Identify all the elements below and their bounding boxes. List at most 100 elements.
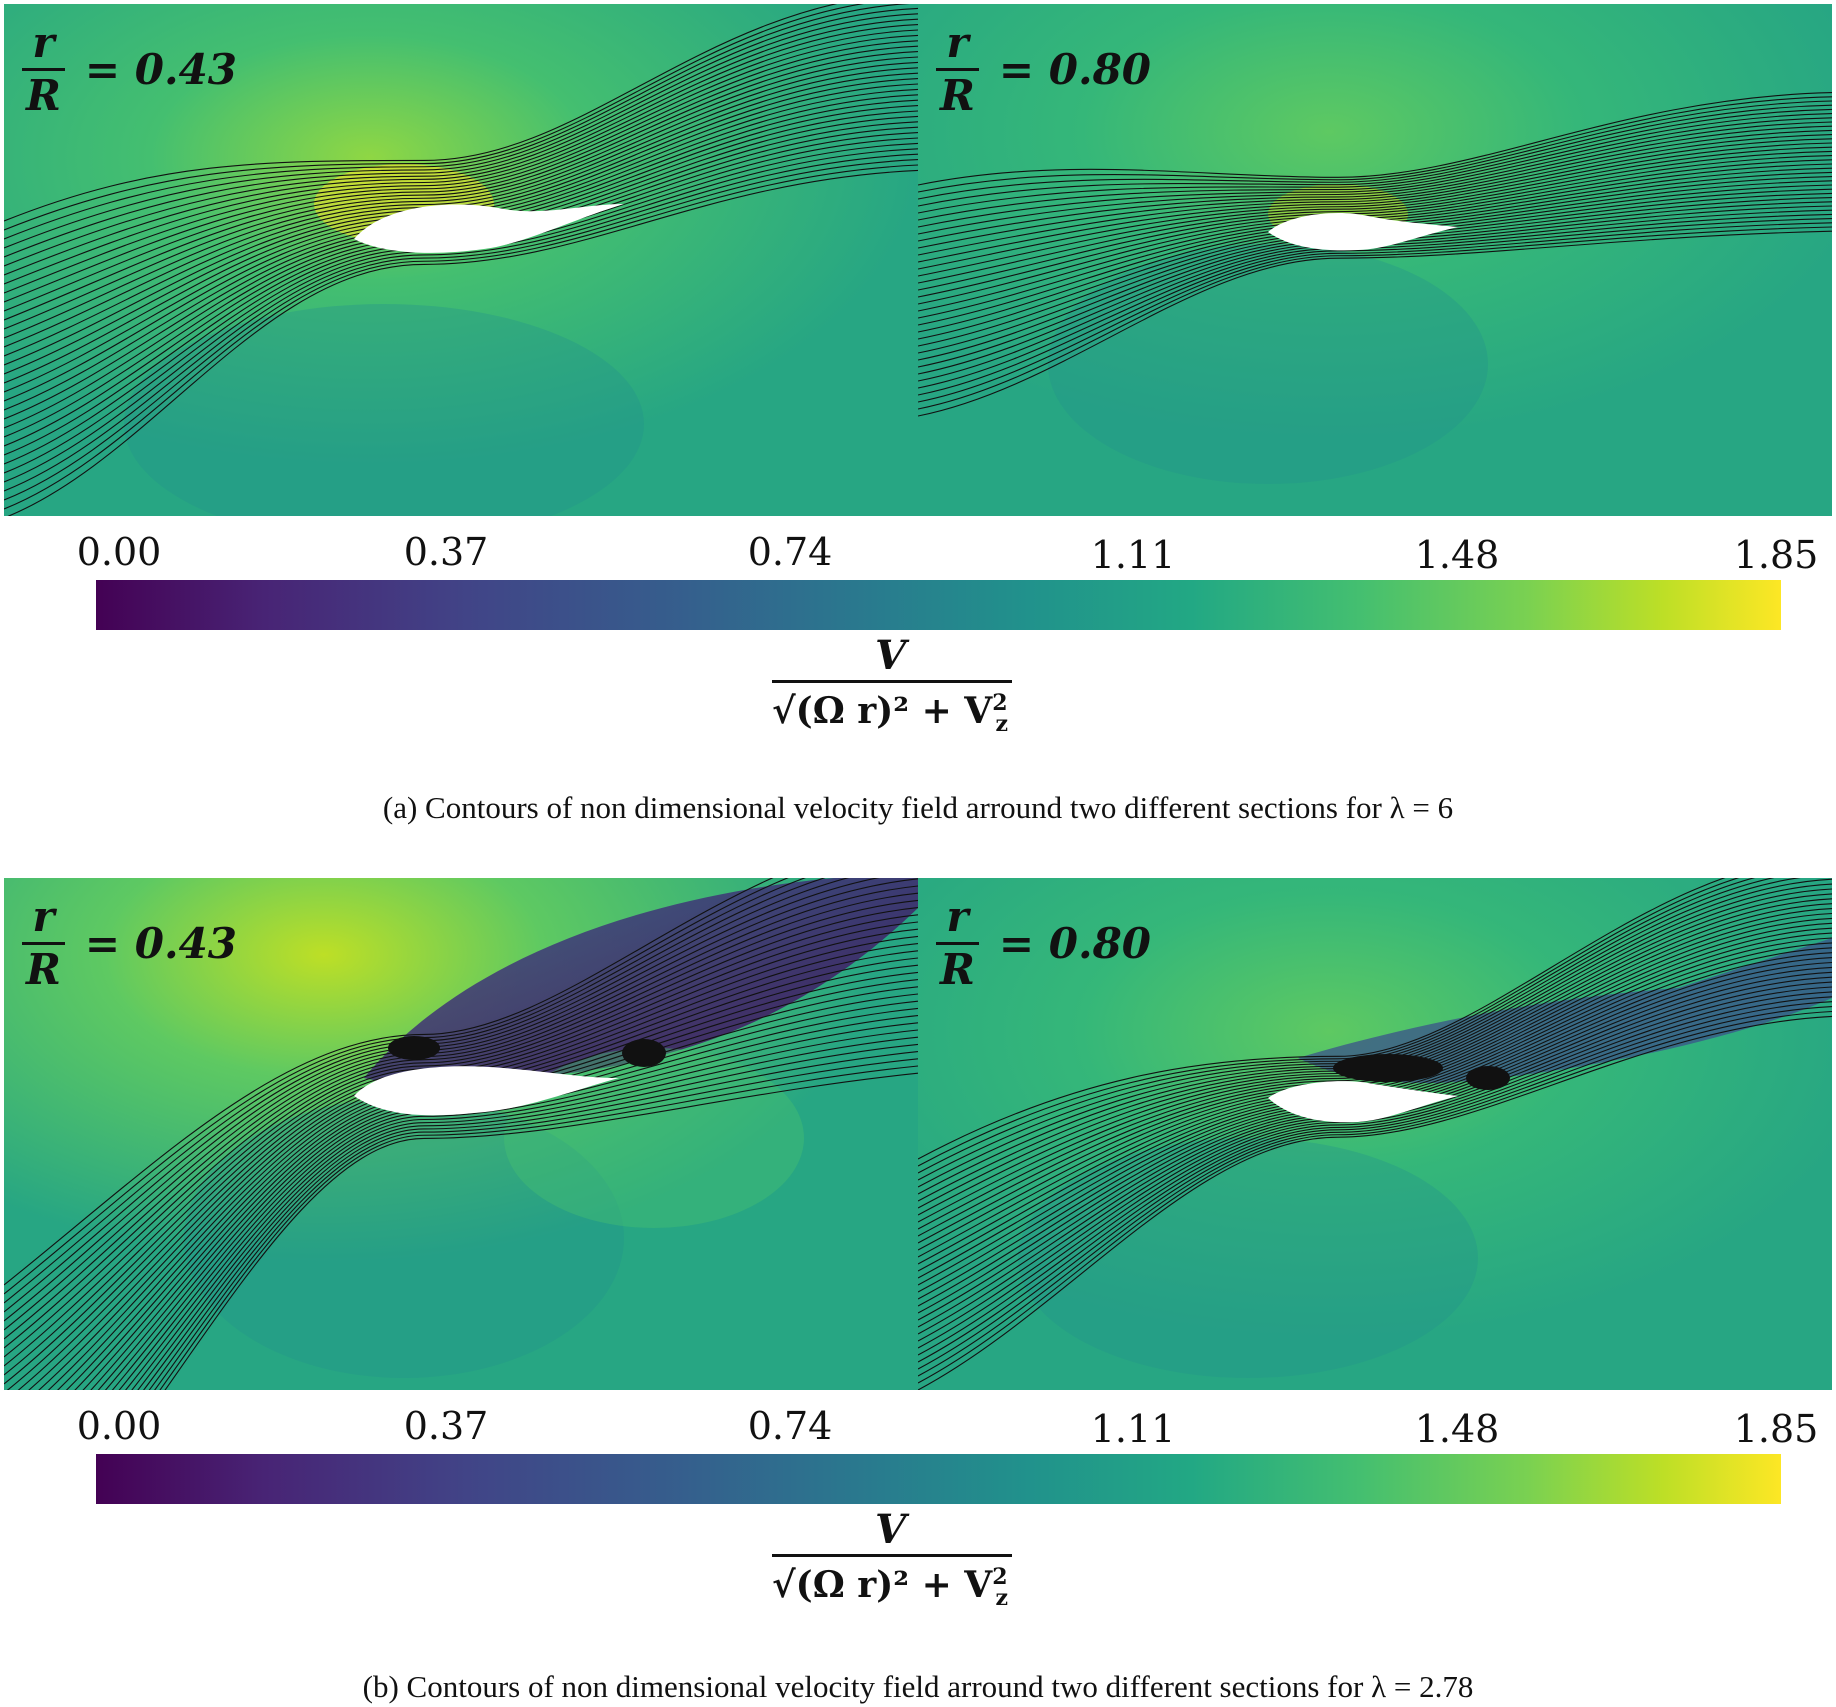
streamline bbox=[4, 45, 918, 312]
streamline bbox=[918, 117, 1832, 228]
streamline bbox=[918, 138, 1832, 263]
label-numerator: r bbox=[32, 892, 55, 941]
colorbar-tick: 0.37 bbox=[403, 530, 489, 574]
colorbar-tick: 0.00 bbox=[76, 530, 162, 574]
subscript: z bbox=[995, 711, 1009, 738]
label-numerator: r bbox=[946, 18, 969, 67]
panel-right: r R = 0.80 bbox=[918, 878, 1832, 1390]
label-denominator: R bbox=[22, 942, 65, 991]
fraction-rule bbox=[772, 1554, 1012, 1557]
streamline bbox=[4, 40, 918, 303]
streamline bbox=[4, 7, 918, 249]
streamline bbox=[4, 56, 918, 330]
colorbar-tick: 0.74 bbox=[747, 1404, 833, 1448]
streamline bbox=[918, 150, 1832, 284]
streamline bbox=[4, 4, 838, 222]
streamline bbox=[4, 18, 918, 267]
streamline bbox=[159, 1065, 918, 1390]
colorbar-tick: 1.85 bbox=[1733, 1407, 1819, 1451]
label-numerator: r bbox=[946, 892, 969, 941]
r-over-R: r R bbox=[936, 22, 979, 117]
colorbar-tick: 0.00 bbox=[76, 1404, 162, 1448]
panel-right: r R = 0.80 bbox=[918, 4, 1832, 516]
streamline bbox=[918, 893, 1832, 1216]
colorbar-tick: 1.85 bbox=[1733, 533, 1819, 577]
streamline bbox=[143, 1043, 918, 1390]
r-over-R: r R bbox=[22, 896, 65, 991]
streamline bbox=[4, 899, 918, 1367]
streamline bbox=[4, 61, 918, 339]
colorbar-gradient bbox=[96, 580, 1781, 630]
section-label: r R = 0.43 bbox=[22, 896, 237, 991]
superscript: 2 bbox=[992, 1564, 1008, 1590]
airfoil-shape bbox=[354, 204, 624, 253]
streamline bbox=[4, 164, 918, 510]
streamline bbox=[918, 898, 1832, 1223]
streamline bbox=[918, 96, 1832, 193]
streamline bbox=[4, 51, 918, 321]
label-denominator: R bbox=[936, 68, 979, 117]
streamline bbox=[4, 159, 918, 501]
colorbar-gradient bbox=[96, 1454, 1781, 1504]
airfoil-shape bbox=[354, 1066, 619, 1116]
denominator-text: √(Ω r)² + V bbox=[772, 690, 993, 732]
label-denominator: R bbox=[22, 68, 65, 117]
streamline bbox=[4, 24, 918, 276]
fraction-rule bbox=[772, 680, 1012, 683]
streamline bbox=[918, 230, 1832, 417]
r-over-R: r R bbox=[22, 22, 65, 117]
colorbar-ticks: 0.00 0.37 0.74 1.11 1.48 1.85 bbox=[0, 530, 1836, 580]
velocity-contour-plot bbox=[4, 878, 918, 1390]
label-denominator: R bbox=[936, 942, 979, 991]
superscript: 2 bbox=[992, 690, 1008, 716]
colorbar-tick: 1.48 bbox=[1414, 533, 1500, 577]
figure-caption: (a) Contours of non dimensional velocity… bbox=[382, 790, 1454, 825]
streamline bbox=[154, 1058, 918, 1390]
streamline bbox=[918, 1001, 1832, 1370]
section-label: r R = 0.80 bbox=[936, 896, 1151, 991]
streamline bbox=[918, 991, 1832, 1356]
label-value: = 0.43 bbox=[84, 45, 238, 94]
streamline bbox=[918, 113, 1832, 221]
streamline bbox=[4, 13, 918, 258]
colorbar: 0.00 0.37 0.74 1.11 1.48 1.85 V √(Ω r)² … bbox=[0, 530, 1836, 770]
velocity-contour-plot bbox=[918, 878, 1832, 1390]
r-over-R: r R bbox=[936, 896, 979, 991]
colorbar-tick: 1.48 bbox=[1414, 1407, 1500, 1451]
streamline bbox=[918, 903, 1832, 1230]
colorbar-tick: 0.74 bbox=[747, 530, 833, 574]
streamline bbox=[918, 129, 1832, 249]
streamline bbox=[124, 1022, 918, 1390]
streamline bbox=[164, 1072, 918, 1390]
colorbar-tick: 1.11 bbox=[1090, 533, 1176, 577]
streamline bbox=[918, 125, 1832, 242]
streamline bbox=[918, 996, 1832, 1363]
colorbar-ticks: 0.00 0.37 0.74 1.11 1.48 1.85 bbox=[0, 1404, 1836, 1454]
colorbar-label-denominator: √(Ω r)² + V2z bbox=[772, 690, 1008, 737]
colorbar-tick: 1.11 bbox=[1090, 1407, 1176, 1451]
streamline bbox=[918, 134, 1832, 256]
section-label: r R = 0.43 bbox=[22, 22, 237, 117]
label-numerator: r bbox=[32, 18, 55, 67]
streamline bbox=[918, 142, 1832, 270]
streamline bbox=[918, 986, 1832, 1349]
streamline bbox=[148, 1051, 918, 1390]
streamline bbox=[4, 4, 912, 240]
velocity-contour-plot bbox=[918, 4, 1832, 516]
colorbar: 0.00 0.37 0.74 1.11 1.48 1.85 V √(Ω r)² … bbox=[0, 1404, 1836, 1644]
streamline bbox=[4, 29, 918, 285]
label-value: = 0.80 bbox=[998, 45, 1152, 94]
streamline bbox=[918, 222, 1832, 403]
colorbar-label-denominator: √(Ω r)² + V2z bbox=[772, 1564, 1008, 1611]
streamline bbox=[918, 878, 1740, 1167]
streamline bbox=[918, 226, 1832, 410]
panels-row: r R = 0.43 bbox=[0, 0, 1836, 516]
colorbar-tick: 0.37 bbox=[403, 1404, 489, 1448]
streamline bbox=[918, 104, 1832, 207]
streamline bbox=[7, 169, 918, 516]
panels-row: r R = 0.43 bbox=[0, 874, 1836, 1390]
streamline bbox=[918, 108, 1832, 214]
velocity-contour-plot bbox=[4, 4, 918, 516]
streamline bbox=[4, 907, 918, 1376]
panel-left: r R = 0.43 bbox=[4, 878, 918, 1390]
